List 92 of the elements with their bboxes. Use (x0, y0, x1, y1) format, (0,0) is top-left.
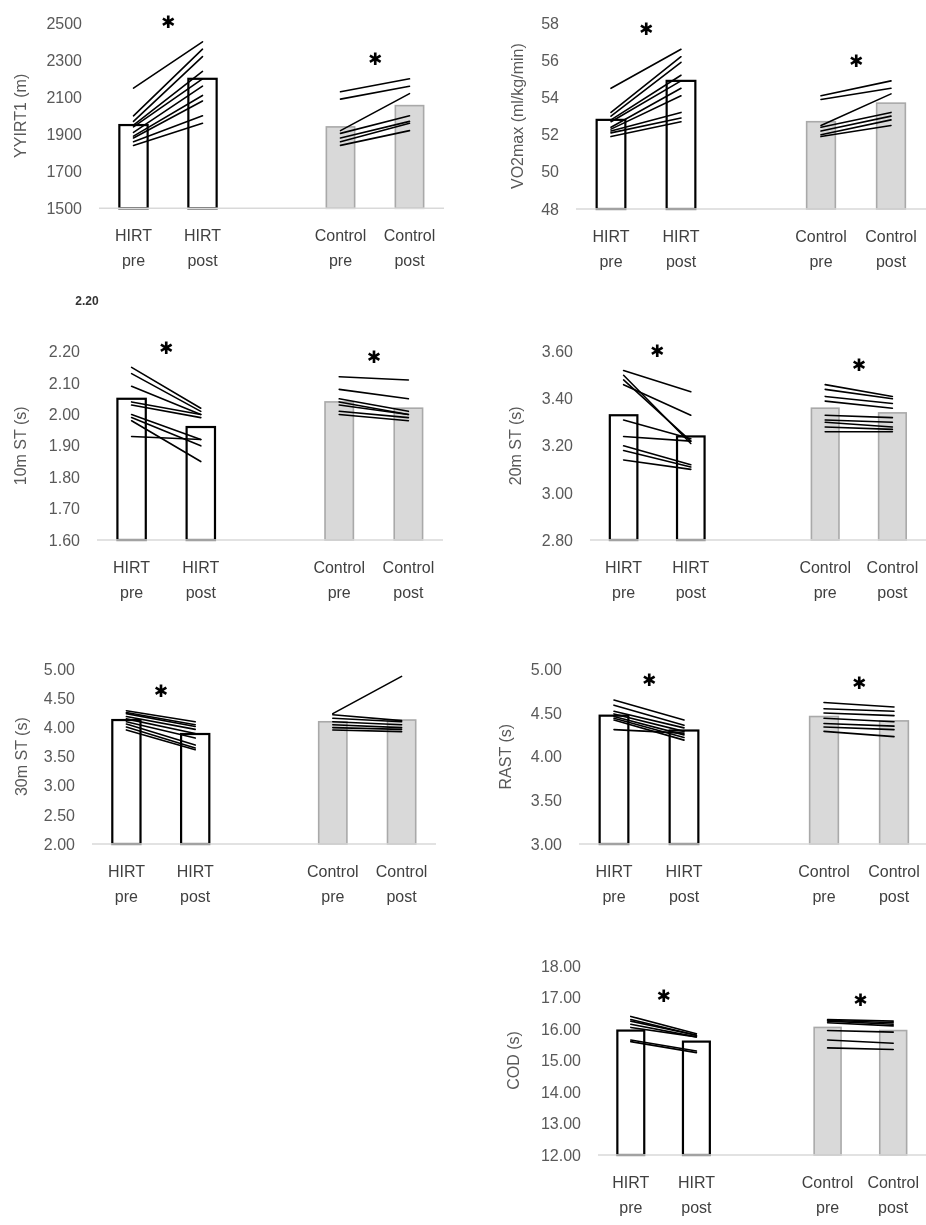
y-tick-label: 1500 (46, 199, 83, 217)
y-tick-label: 58 (541, 14, 560, 32)
x-tick-label: HIRT pre (107, 863, 146, 905)
y-tick-label: 52 (541, 126, 560, 144)
y-tick-label: 3.60 (541, 343, 574, 361)
y-tick-label: 5.00 (43, 661, 76, 678)
y-tick-label: 16.00 (540, 1020, 582, 1038)
y-tick-label: 1.80 (48, 468, 81, 486)
annotation: ✱ (650, 340, 665, 361)
y-tick-label: 1.70 (48, 500, 81, 518)
y-tick-label: 2.80 (541, 531, 574, 549)
x-tick-label: Control pre (799, 559, 851, 601)
x-tick-label: Control pre (313, 559, 365, 601)
y-tick-label: 48 (541, 200, 560, 218)
y-tick-label: 2.00 (48, 406, 81, 424)
x-tick-label: HIRT post (183, 227, 222, 270)
y-tick-label: 3.00 (530, 835, 563, 853)
x-tick-label: HIRT pre (605, 559, 643, 601)
y-tick-label: 2300 (46, 51, 83, 69)
y-tick-label: 3.00 (43, 777, 76, 795)
y-axis-title: 20m ST (s) (506, 406, 524, 486)
x-tick-label: Control pre (307, 863, 359, 905)
x-tick-label: HIRT post (182, 559, 220, 601)
y-tick-label: 2500 (46, 14, 83, 32)
x-tick-label: Control post (383, 227, 436, 270)
y-tick-label: 1.60 (48, 531, 81, 549)
y-tick-label: 3.40 (541, 390, 574, 408)
y-tick-label: 4.50 (43, 690, 76, 708)
x-tick-label: HIRT post (176, 863, 214, 905)
annotation: ✱ (160, 11, 176, 32)
y-tick-label: 1900 (46, 125, 83, 143)
x-tick-label: Control post (868, 863, 920, 905)
x-tick-label: Control post (865, 228, 917, 270)
y-axis-title: RAST (s) (496, 723, 514, 790)
y-tick-label: 15.00 (540, 1052, 582, 1070)
x-tick-label: Control pre (314, 227, 367, 270)
y-tick-label: 2.20 (48, 343, 81, 361)
y-tick-label: 2100 (46, 88, 83, 106)
y-axis-title: 30m ST (s) (12, 717, 30, 797)
x-tick-label: HIRT post (665, 863, 703, 905)
y-tick-label: 5.00 (530, 661, 563, 678)
y-tick-label: 18.00 (540, 957, 582, 975)
x-tick-label: HIRT post (672, 559, 710, 601)
annotation: ✱ (848, 50, 864, 71)
y-tick-label: 3.20 (541, 437, 574, 455)
annotation: ✱ (366, 346, 381, 367)
y-tick-label: 2.10 (48, 374, 81, 392)
y-tick-label: 50 (541, 163, 560, 181)
x-tick-label: Control post (382, 559, 435, 601)
x-tick-label: HIRT post (677, 1174, 716, 1216)
x-tick-label: Control pre (798, 863, 850, 905)
y-tick-label: 3.50 (43, 748, 76, 766)
x-tick-label: Control post (867, 1174, 919, 1216)
x-tick-label: HIRT pre (114, 227, 153, 270)
y-tick-label: 12.00 (540, 1146, 582, 1164)
annotation: ✱ (851, 354, 866, 375)
y-axis-title: 10m ST (s) (11, 406, 29, 486)
y-tick-label: 17.00 (540, 989, 582, 1007)
y-tick-label: 14.00 (540, 1083, 582, 1101)
y-tick-label: 3.00 (541, 484, 574, 502)
annotation: ✱ (656, 986, 671, 1007)
x-tick-label: Control pre (801, 1174, 854, 1216)
y-tick-label: 54 (541, 89, 560, 107)
y-tick-label: 13.00 (540, 1115, 582, 1133)
annotation: ✱ (853, 989, 868, 1010)
annotation: ✱ (851, 672, 867, 693)
y-tick-label: 4.00 (43, 719, 76, 737)
y-tick-label: 4.00 (530, 748, 563, 766)
y-tick-label: 2.00 (43, 835, 76, 853)
y-tick-label: 4.50 (530, 704, 563, 722)
y-axis-title: COD (s) (504, 1031, 522, 1090)
y-tick-label: 56 (541, 52, 560, 70)
annotation: ✱ (153, 680, 168, 701)
x-tick-label: HIRT post (662, 228, 700, 270)
y-tick-label: 1700 (46, 162, 83, 180)
y-tick-label: 2.50 (43, 806, 76, 824)
y-tick-label: 1.90 (48, 437, 81, 455)
annotation: ✱ (641, 669, 657, 690)
x-tick-label: Control post (375, 863, 428, 905)
x-tick-label: HIRT pre (612, 1174, 650, 1216)
x-tick-label: HIRT pre (113, 559, 151, 601)
chart-title: 2.20 (75, 293, 99, 308)
x-tick-label: HIRT pre (592, 228, 630, 270)
x-tick-label: HIRT pre (595, 863, 633, 905)
y-axis-title: VO2max (ml/kg/min) (508, 43, 526, 190)
annotation: ✱ (638, 19, 654, 40)
y-tick-label: 3.50 (530, 791, 563, 809)
annotation: ✱ (159, 337, 174, 358)
x-tick-label: Control pre (795, 228, 847, 270)
annotation: ✱ (367, 48, 383, 69)
x-tick-label: Control post (866, 559, 919, 601)
y-axis-title: YYIRT1 (m) (11, 73, 29, 158)
